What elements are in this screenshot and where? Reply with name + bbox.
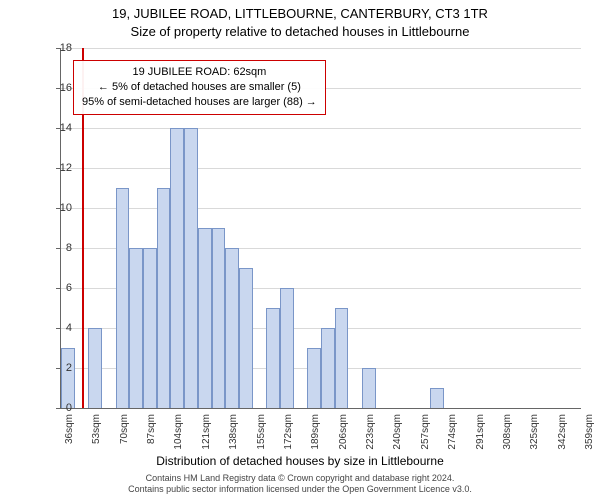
- xtick-label: 138sqm: [228, 414, 239, 464]
- xtick-label: 274sqm: [447, 414, 458, 464]
- histogram-bar: [184, 128, 198, 408]
- xtick-label: 155sqm: [256, 414, 267, 464]
- histogram-bar: [88, 328, 102, 408]
- xtick-label: 53sqm: [91, 414, 102, 464]
- histogram-bar: [266, 308, 280, 408]
- histogram-bar: [212, 228, 226, 408]
- plot-area: 19 JUBILEE ROAD: 62sqm← 5% of detached h…: [60, 48, 581, 409]
- ytick-label: 2: [42, 362, 72, 374]
- histogram-bar: [143, 248, 157, 408]
- gridline: [61, 48, 581, 49]
- gridline: [61, 168, 581, 169]
- ytick-label: 8: [42, 242, 72, 254]
- xtick-label: 342sqm: [557, 414, 568, 464]
- xtick-label: 172sqm: [283, 414, 294, 464]
- xtick-label: 359sqm: [584, 414, 595, 464]
- footer: Contains HM Land Registry data © Crown c…: [0, 473, 600, 496]
- histogram-bar: [430, 388, 444, 408]
- footer-line-1: Contains HM Land Registry data © Crown c…: [0, 473, 600, 485]
- histogram-bar: [198, 228, 212, 408]
- histogram-bar: [362, 368, 376, 408]
- footer-line-2: Contains public sector information licen…: [0, 484, 600, 496]
- xtick-label: 257sqm: [420, 414, 431, 464]
- xtick-label: 291sqm: [475, 414, 486, 464]
- histogram-bar: [335, 308, 349, 408]
- xtick-label: 325sqm: [529, 414, 540, 464]
- ytick-label: 14: [42, 122, 72, 134]
- ytick-label: 4: [42, 322, 72, 334]
- ytick-label: 18: [42, 42, 72, 54]
- histogram-bar: [225, 248, 239, 408]
- xtick-label: 87sqm: [146, 414, 157, 464]
- histogram-bar: [239, 268, 253, 408]
- annotation-box: 19 JUBILEE ROAD: 62sqm← 5% of detached h…: [73, 60, 326, 115]
- annotation-line-3: 95% of semi-detached houses are larger (…: [82, 95, 317, 110]
- ytick-label: 10: [42, 202, 72, 214]
- annotation-line-1: 19 JUBILEE ROAD: 62sqm: [82, 65, 317, 80]
- ytick-label: 0: [42, 402, 72, 414]
- address-title: 19, JUBILEE ROAD, LITTLEBOURNE, CANTERBU…: [0, 6, 600, 21]
- gridline: [61, 208, 581, 209]
- histogram-bar: [129, 248, 143, 408]
- histogram-bar: [321, 328, 335, 408]
- xtick-label: 36sqm: [64, 414, 75, 464]
- annotation-line-2: ← 5% of detached houses are smaller (5): [82, 80, 317, 95]
- xtick-label: 308sqm: [502, 414, 513, 464]
- histogram-bar: [280, 288, 294, 408]
- subtitle: Size of property relative to detached ho…: [0, 24, 600, 39]
- histogram-bar: [61, 348, 75, 408]
- xtick-label: 240sqm: [392, 414, 403, 464]
- gridline: [61, 128, 581, 129]
- ytick-label: 12: [42, 162, 72, 174]
- xtick-label: 223sqm: [365, 414, 376, 464]
- xtick-label: 70sqm: [119, 414, 130, 464]
- xtick-label: 104sqm: [173, 414, 184, 464]
- histogram-bar: [307, 348, 321, 408]
- ytick-label: 6: [42, 282, 72, 294]
- histogram-bar: [157, 188, 171, 408]
- histogram-bar: [116, 188, 130, 408]
- ytick-label: 16: [42, 82, 72, 94]
- xtick-label: 206sqm: [338, 414, 349, 464]
- chart-container: 19, JUBILEE ROAD, LITTLEBOURNE, CANTERBU…: [0, 0, 600, 500]
- xtick-label: 121sqm: [201, 414, 212, 464]
- xtick-label: 189sqm: [310, 414, 321, 464]
- histogram-bar: [170, 128, 184, 408]
